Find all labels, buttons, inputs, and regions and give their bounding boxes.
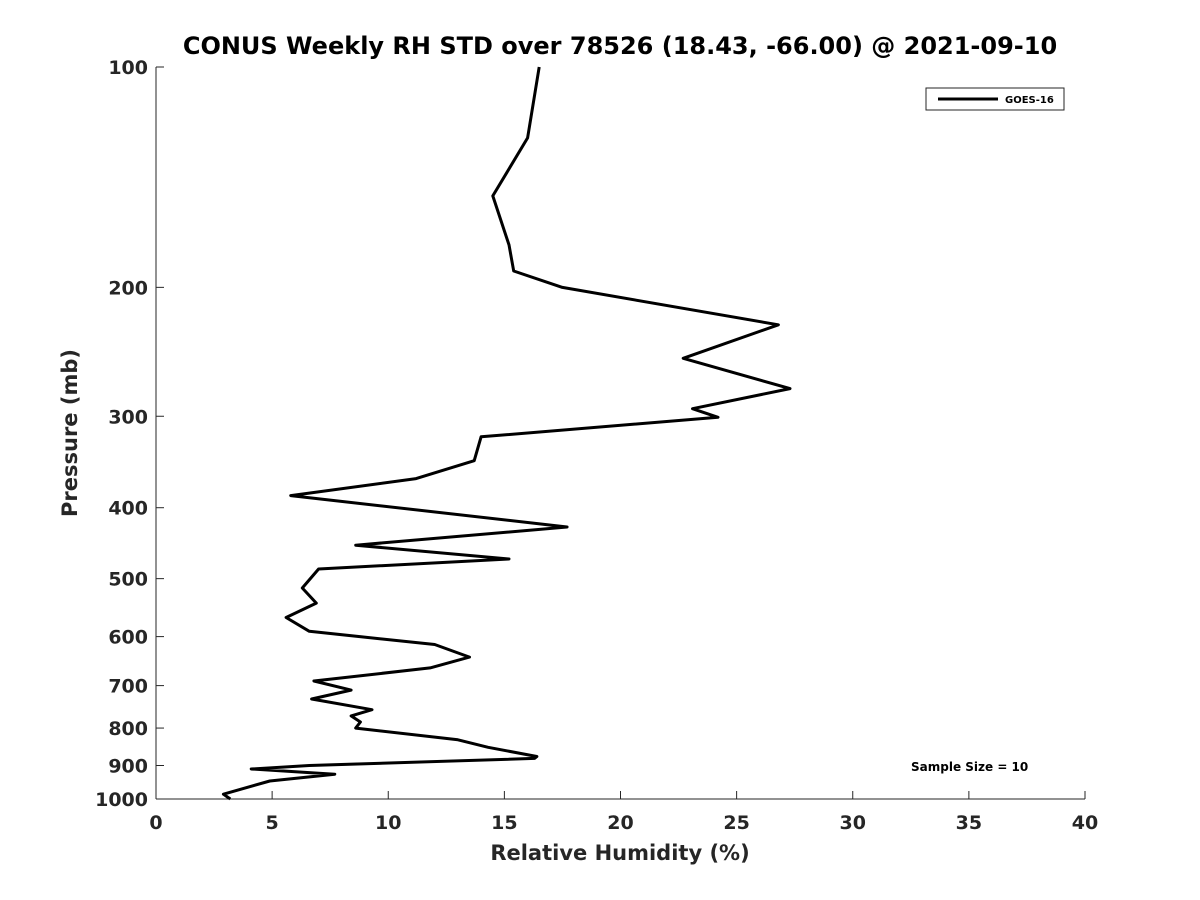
x-tick-label: 35 (956, 812, 982, 834)
x-axis-ticks: 0 5 10 15 20 25 30 35 40 (149, 791, 1098, 834)
y-tick-label: 800 (108, 718, 148, 740)
y-tick-label: 400 (108, 498, 148, 520)
y-tick-label: 700 (108, 676, 148, 698)
y-tick-label: 100 (108, 57, 148, 79)
y-tick-label: 200 (108, 277, 148, 299)
y-tick-label: 300 (108, 406, 148, 428)
y-tick-label: 500 (108, 569, 148, 591)
legend-label-goes-16: GOES-16 (1005, 95, 1054, 106)
sample-size-annotation: Sample Size = 10 (911, 760, 1028, 774)
x-tick-label: 5 (266, 812, 279, 834)
x-tick-label: 10 (375, 812, 401, 834)
x-tick-label: 30 (840, 812, 866, 834)
y-tick-label: 600 (108, 627, 148, 649)
axes (155, 67, 1085, 800)
series-line-goes-16 (221, 66, 792, 801)
x-tick-label: 0 (149, 812, 162, 834)
y-axis-label: Pressure (mb) (58, 349, 82, 517)
chart-title: CONUS Weekly RH STD over 78526 (18.43, -… (183, 32, 1057, 60)
legend: GOES-16 (925, 87, 1065, 111)
x-tick-label: 25 (723, 812, 749, 834)
x-tick-label: 15 (491, 812, 517, 834)
series-layer (221, 66, 792, 801)
y-tick-label: 900 (108, 756, 148, 778)
y-tick-label: 1000 (95, 789, 148, 811)
x-axis-label: Relative Humidity (%) (490, 841, 749, 865)
x-tick-label: 20 (607, 812, 633, 834)
x-tick-label: 40 (1072, 812, 1098, 834)
y-axis-ticks: 100 200 300 400 500 600 700 800 900 1000 (95, 57, 164, 811)
